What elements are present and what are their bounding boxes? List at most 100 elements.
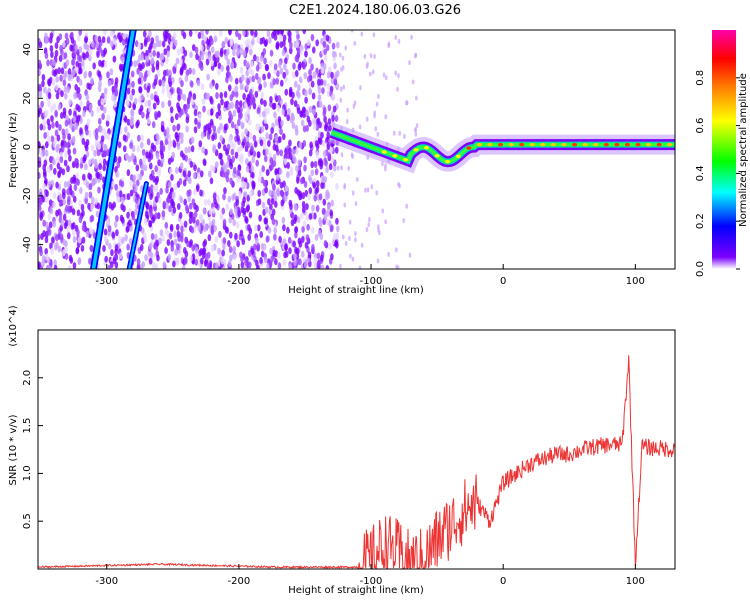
noise-speck	[369, 53, 373, 59]
noise-speck	[270, 197, 275, 205]
noise-speck	[295, 30, 300, 36]
noise-speck	[67, 265, 72, 269]
noise-speck	[274, 144, 279, 152]
noise-speck	[318, 100, 323, 108]
noise-speck	[291, 91, 295, 99]
noise-speck	[102, 164, 106, 172]
noise-speck	[246, 107, 251, 115]
noise-speck	[85, 230, 90, 238]
main-band-peak	[392, 154, 398, 158]
noise-speck	[313, 257, 317, 265]
spectrogram-x-tick-label: -200	[228, 276, 251, 287]
noise-speck	[327, 118, 332, 126]
noise-speck	[181, 265, 186, 269]
noise-speck	[387, 251, 390, 257]
noise-speck	[204, 252, 209, 260]
noise-speck	[250, 247, 255, 255]
noise-speck	[251, 180, 255, 188]
noise-speck	[122, 205, 126, 213]
main-band-peak	[614, 142, 620, 147]
noise-speck	[172, 141, 177, 149]
noise-speck	[209, 97, 214, 105]
main-band-peak	[624, 142, 630, 147]
spectrogram-x-tick-label: 100	[626, 276, 645, 287]
noise-speck	[229, 254, 233, 262]
noise-speck	[175, 223, 180, 231]
noise-speck	[289, 166, 294, 174]
noise-speck	[152, 144, 157, 152]
noise-speck	[230, 61, 235, 69]
noise-speck	[88, 227, 93, 235]
noise-speck	[246, 99, 251, 107]
noise-speck	[229, 208, 233, 216]
noise-speck	[335, 69, 340, 77]
noise-speck	[94, 161, 99, 169]
noise-speck	[317, 78, 321, 86]
noise-speck	[129, 189, 134, 197]
noise-speck	[76, 34, 81, 42]
noise-speck	[68, 254, 73, 262]
noise-speck	[329, 225, 334, 233]
noise-speck	[38, 261, 42, 269]
noise-speck	[203, 238, 208, 246]
noise-speck	[234, 77, 239, 85]
noise-speck	[335, 217, 339, 225]
noise-speck	[71, 208, 76, 216]
noise-speck	[263, 116, 268, 124]
noise-speck	[299, 110, 304, 118]
noise-speck	[220, 257, 225, 265]
noise-speck	[249, 88, 253, 96]
noise-speck	[236, 48, 241, 56]
noise-speck	[366, 187, 370, 193]
noise-speck	[317, 159, 322, 167]
noise-speck	[38, 68, 41, 76]
noise-speck	[253, 224, 258, 232]
noise-speck	[38, 59, 42, 67]
noise-speck	[336, 165, 340, 171]
noise-speck	[141, 111, 145, 119]
noise-speck	[80, 59, 85, 67]
noise-speck	[73, 92, 77, 100]
noise-speck	[280, 119, 284, 127]
noise-speck	[129, 93, 134, 101]
noise-speck	[251, 156, 255, 164]
noise-speck	[317, 229, 322, 237]
noise-speck	[284, 57, 288, 65]
noise-speck	[398, 130, 402, 136]
noise-speck	[228, 216, 233, 224]
noise-speck	[72, 115, 77, 123]
noise-speck	[271, 218, 276, 226]
noise-speck	[278, 136, 282, 144]
noise-speck	[70, 36, 75, 44]
noise-speck	[49, 207, 54, 215]
noise-speck	[303, 180, 308, 188]
noise-speck	[57, 67, 62, 75]
noise-speck	[127, 155, 132, 163]
noise-speck	[63, 52, 68, 60]
noise-speck	[304, 241, 309, 249]
noise-speck	[132, 103, 136, 111]
noise-speck	[324, 159, 328, 167]
noise-speck	[288, 247, 292, 255]
noise-speck	[264, 217, 269, 225]
noise-speck	[262, 48, 267, 56]
noise-speck	[228, 30, 232, 35]
noise-speck	[86, 82, 90, 90]
noise-speck	[44, 248, 49, 256]
noise-speck	[144, 99, 148, 107]
noise-speck	[296, 47, 301, 55]
noise-speck	[197, 32, 202, 40]
noise-speck	[94, 128, 99, 136]
noise-speck	[365, 227, 369, 233]
noise-speck	[237, 33, 242, 41]
noise-speck	[319, 78, 324, 86]
noise-speck	[272, 78, 277, 86]
main-band-peak	[476, 142, 482, 147]
noise-speck	[277, 61, 282, 69]
noise-speck	[92, 62, 96, 70]
noise-speck	[282, 259, 287, 267]
noise-speck	[269, 247, 273, 255]
spectrogram-x-tick-label: -300	[95, 276, 118, 287]
noise-speck	[244, 39, 249, 47]
noise-speck	[263, 256, 268, 264]
